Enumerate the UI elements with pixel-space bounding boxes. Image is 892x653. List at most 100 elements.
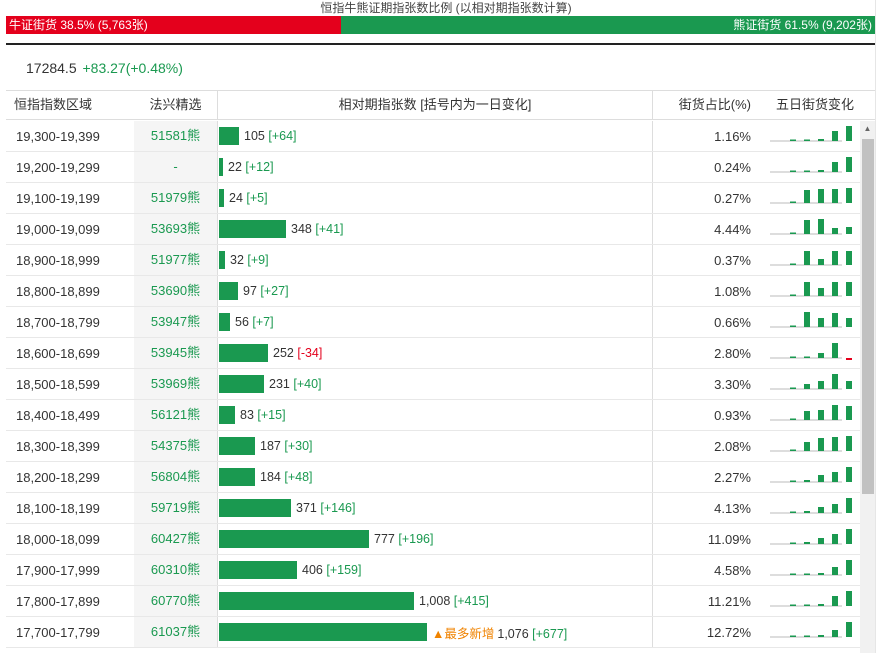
sparkline-bar [832, 313, 838, 327]
pick-link[interactable]: 51977熊 [134, 245, 217, 275]
table-row[interactable]: 19,100-19,199 51979熊 24 [+5] 0.27% [6, 183, 861, 214]
sparkline-bar [818, 259, 824, 265]
contracts-cell: 105 [+64] [217, 121, 653, 151]
pick-link[interactable]: 53690熊 [134, 276, 217, 306]
five-day-sparkline [770, 157, 852, 173]
sparkline-bar [818, 288, 824, 296]
contracts-cell: 252 [-34] [217, 338, 653, 368]
pick-link[interactable]: 54375熊 [134, 431, 217, 461]
contracts-cell: 184 [+48] [217, 462, 653, 492]
sparkline-bar [790, 387, 796, 389]
pick-link[interactable]: 53969熊 [134, 369, 217, 399]
sparkline-bar [790, 263, 796, 265]
pick-link[interactable]: - [134, 152, 217, 182]
contracts-label: 32 [+9] [230, 253, 269, 267]
contracts-label: 24 [+5] [229, 191, 268, 205]
table-row[interactable]: 19,200-19,299 -22 [+12] 0.24% [6, 152, 861, 183]
pick-link[interactable]: 51979熊 [134, 183, 217, 213]
pick-link[interactable]: 60770熊 [134, 586, 217, 616]
pick-link[interactable]: 60310熊 [134, 555, 217, 585]
scrollbar-thumb[interactable] [862, 139, 874, 494]
range-cell: 18,800-18,899 [16, 283, 100, 299]
index-quote: 17284.5 +83.27(+0.48%) [26, 58, 183, 78]
pick-link[interactable]: 53945熊 [134, 338, 217, 368]
table-row[interactable]: 18,500-18,599 53969熊 231 [+40] 3.30% [6, 369, 861, 400]
sparkline-bar [832, 162, 838, 172]
header-pick[interactable]: 法兴精选 [149, 97, 202, 112]
pick-link[interactable]: 53693熊 [134, 214, 217, 244]
table-row[interactable]: 18,400-18,499 56121熊 83 [+15] 0.93% [6, 400, 861, 431]
table-row[interactable]: 18,300-18,399 54375熊 187 [+30] 2.08% [6, 431, 861, 462]
contracts-cell: 406 [+159] [217, 555, 653, 585]
scroll-up-arrow-icon[interactable]: ▲ [863, 124, 872, 133]
range-cell: 17,900-17,999 [16, 562, 100, 578]
share-cell: 0.93% [714, 407, 751, 423]
contracts-bar [219, 499, 291, 517]
sparkline-bar [804, 282, 810, 296]
pick-link[interactable]: 60427熊 [134, 524, 217, 554]
five-day-sparkline [770, 560, 852, 576]
sparkline-bar [804, 312, 810, 327]
table-row[interactable]: 17,800-17,899 60770熊 1,008 [+415] 11.21% [6, 586, 861, 617]
sparkline-bar [804, 604, 810, 606]
sparkline-bar [790, 573, 796, 575]
header-five-day[interactable]: 五日街货变化 [775, 97, 854, 112]
header-contracts[interactable]: 相对期指张数 [括号内为一日变化] [217, 91, 653, 119]
sparkline-bar [818, 538, 824, 544]
table-row[interactable]: 19,300-19,399 51581熊 105 [+64] 1.16% [6, 121, 861, 152]
sparkline-bar [846, 436, 852, 451]
sparkline-bar [818, 170, 824, 172]
contracts-cell: 348 [+41] [217, 214, 653, 244]
share-cell: 0.66% [714, 314, 751, 330]
pick-link[interactable]: 51581熊 [134, 121, 217, 151]
daily-change: [+30] [284, 439, 313, 453]
table-row[interactable]: 18,100-18,199 59719熊 371 [+146] 4.13% [6, 493, 861, 524]
contracts-bar [219, 220, 286, 238]
pick-link[interactable]: 53947熊 [134, 307, 217, 337]
table-row[interactable]: 18,700-18,799 53947熊 56 [+7] 0.66% [6, 307, 861, 338]
sparkline-bar [832, 131, 838, 141]
pick-link[interactable]: 59719熊 [134, 493, 217, 523]
range-cell: 17,800-17,899 [16, 593, 100, 609]
pick-link[interactable]: 56121熊 [134, 400, 217, 430]
five-day-sparkline [770, 498, 852, 514]
sparkline-bar [804, 480, 810, 482]
contracts-bar [219, 406, 235, 424]
table-row[interactable]: 17,900-17,999 60310熊 406 [+159] 4.58% [6, 555, 861, 586]
five-day-cell [755, 524, 861, 554]
table-row[interactable]: 18,800-18,899 53690熊 97 [+27] 1.08% [6, 276, 861, 307]
share-cell: 0.24% [714, 159, 751, 175]
daily-change: [+48] [284, 470, 313, 484]
sparkline-bar [790, 418, 796, 420]
daily-change: [+40] [293, 377, 322, 391]
header-share[interactable]: 街货占比(%) [678, 97, 751, 112]
sparkline-bar [790, 325, 796, 327]
sparkline-bar [790, 480, 796, 482]
contracts-value: 348 [291, 222, 312, 236]
table-row[interactable]: 19,000-19,099 53693熊 348 [+41] 4.44% [6, 214, 861, 245]
header-range[interactable]: 恒指指数区域 [14, 97, 93, 112]
pick-link[interactable]: 61037熊 [134, 617, 217, 647]
pick-link[interactable]: 56804熊 [134, 462, 217, 492]
contracts-value: 231 [269, 377, 290, 391]
contracts-value: 252 [273, 346, 294, 360]
sparkline-bar [790, 232, 796, 234]
sparkline-bar [818, 573, 824, 575]
sparkline-bar [818, 353, 824, 358]
sparkline-bar [804, 170, 810, 172]
contracts-cell: 1,008 [+415] [217, 586, 653, 616]
most-added-tag: ▲最多新增 [432, 626, 495, 641]
table-row[interactable]: 18,900-18,999 51977熊 32 [+9] 0.37% [6, 245, 861, 276]
table-row[interactable]: 18,600-18,699 53945熊 252 [-34] 2.80% [6, 338, 861, 369]
sparkline-bar [846, 406, 852, 420]
sparkline-bar [790, 604, 796, 606]
table-row[interactable]: 18,200-18,299 56804熊 184 [+48] 2.27% [6, 462, 861, 493]
table-row[interactable]: 17,700-17,799 61037熊 ▲最多新增 1,076 [+677] 12.7… [6, 617, 861, 648]
share-cell: 4.58% [714, 562, 751, 578]
table-row[interactable]: 18,000-18,099 60427熊 777 [+196] 11.09% [6, 524, 861, 555]
contracts-value: 1,076 [497, 626, 529, 641]
daily-change: [+27] [260, 284, 289, 298]
contracts-value: 22 [228, 160, 242, 174]
sparkline-bar [832, 405, 838, 420]
sparkline-bar [832, 437, 838, 451]
